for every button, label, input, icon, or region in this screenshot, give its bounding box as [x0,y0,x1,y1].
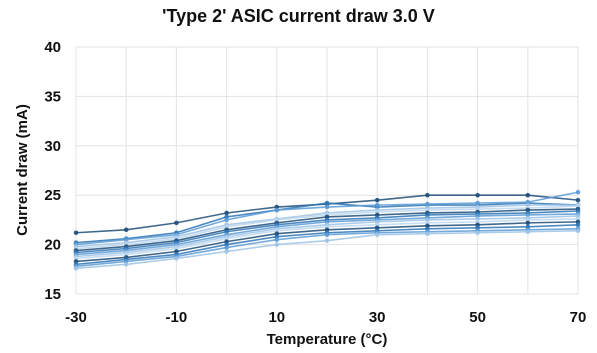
data-point [575,228,581,234]
data-point [575,197,581,203]
data-point [525,192,531,198]
y-axis-label: Current draw (mA) [14,104,31,236]
y-tick-label: 20 [44,237,61,254]
data-point [374,232,380,238]
data-point [224,245,229,250]
y-tick-label: 25 [44,187,61,204]
data-point [374,202,380,208]
data-point [73,230,79,236]
data-point [475,192,480,198]
data-point [575,189,581,195]
data-point [324,200,330,206]
data-point [224,217,229,223]
x-tick-label: 30 [369,309,386,326]
data-point [174,256,179,261]
x-tick-label: -30 [65,309,87,326]
series-14 [73,228,581,271]
data-point [73,266,79,271]
y-tick-label: 30 [44,138,61,155]
data-point [525,220,531,226]
data-point [425,201,430,207]
x-tick-label: -10 [166,309,188,326]
x-tick-labels: -30 -10 10 30 50 70 [65,309,586,326]
data-point [324,238,330,243]
data-point [274,242,280,247]
data-point [425,231,430,237]
data-point [475,200,480,206]
data-point [525,229,531,235]
data-point [224,249,229,254]
x-tick-label: 70 [570,309,587,326]
data-point [324,204,330,210]
data-point [123,227,129,233]
data-point [274,237,280,242]
data-point [224,210,229,216]
y-tick-label: 15 [44,286,61,303]
x-axis-label: Temperature (°C) [267,331,388,348]
data-point [274,207,280,213]
x-tick-label: 50 [469,309,486,326]
data-point [425,192,430,198]
data-point [475,230,480,236]
data-point [123,262,129,267]
data-point [374,197,380,203]
y-tick-label: 35 [44,88,61,105]
x-tick-label: 10 [268,309,285,326]
data-point [174,220,179,226]
y-tick-labels: 15 20 25 30 35 40 [44,39,61,303]
y-tick-label: 40 [44,39,61,56]
data-point [324,232,330,238]
series-layer [73,189,581,271]
data-point [575,222,581,228]
chart-title: 'Type 2' ASIC current draw 3.0 V [162,6,435,26]
